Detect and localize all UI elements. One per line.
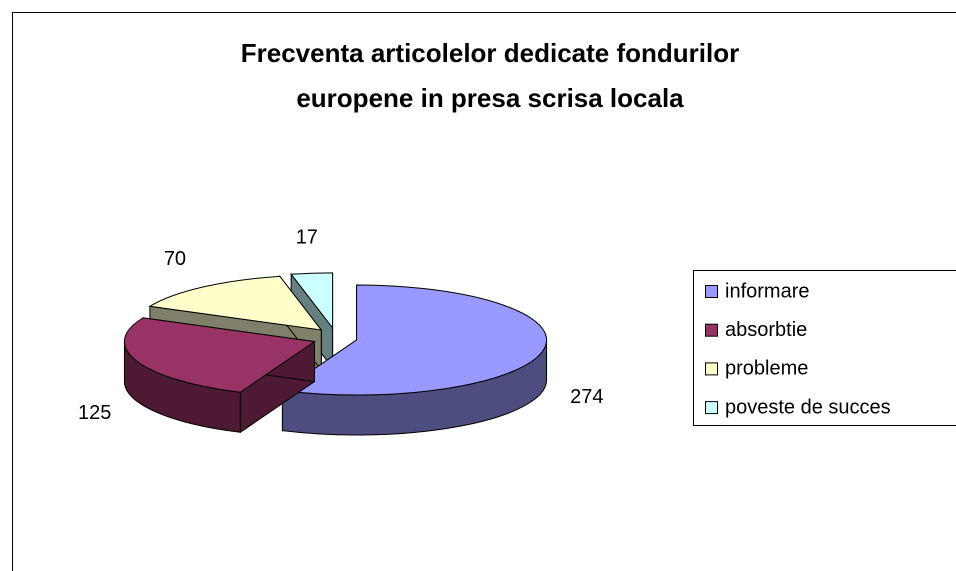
legend-label: absorbtie <box>725 319 807 341</box>
legend-label: informare <box>725 280 809 302</box>
legend-swatch <box>705 401 718 415</box>
chart-title: Frecventa articolelor dedicate fondurilo… <box>241 38 739 68</box>
legend-label: poveste de succes <box>725 396 891 418</box>
chart-title: europene in presa scrisa locala <box>296 83 684 113</box>
slice <box>123 317 316 393</box>
data-label: 17 <box>296 227 318 249</box>
slice <box>148 275 323 331</box>
slice <box>290 272 334 330</box>
data-label: 70 <box>164 248 186 270</box>
legend-label: probleme <box>725 358 808 380</box>
legend-swatch <box>705 323 718 337</box>
legend <box>693 270 956 426</box>
legend-swatch <box>705 285 718 298</box>
legend-swatch <box>705 362 718 376</box>
data-label: 274 <box>570 386 603 408</box>
data-label: 125 <box>78 402 111 424</box>
slice <box>281 284 548 396</box>
